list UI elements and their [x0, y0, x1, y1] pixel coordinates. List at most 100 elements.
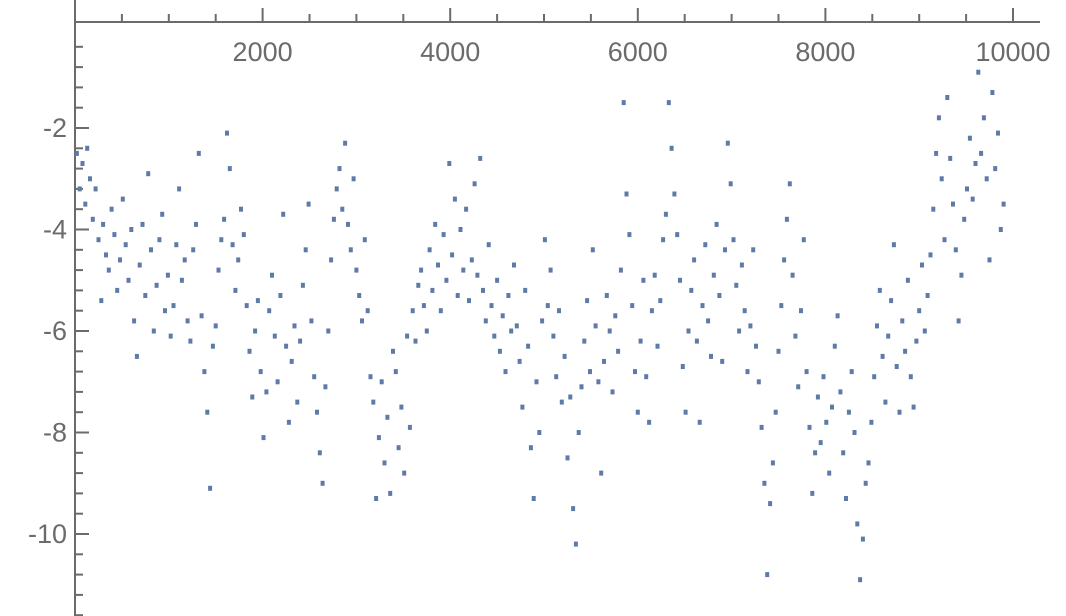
data-point	[391, 348, 395, 354]
data-point	[762, 480, 767, 486]
data-point	[284, 343, 289, 349]
data-point	[849, 369, 854, 375]
data-point	[607, 328, 612, 334]
data-point	[385, 414, 390, 420]
data-point	[168, 333, 173, 339]
data-point	[734, 282, 739, 288]
data-point	[889, 298, 894, 304]
data-point	[360, 318, 364, 324]
data-point	[953, 247, 958, 253]
data-point	[858, 577, 863, 583]
data-point	[452, 196, 457, 202]
data-point	[171, 303, 176, 309]
data-point	[914, 338, 919, 344]
y-tick-label: -8	[43, 418, 67, 448]
data-point	[261, 435, 266, 441]
data-point	[106, 267, 111, 273]
x-tick-label: 6000	[608, 37, 668, 67]
data-point	[74, 150, 79, 156]
data-point	[998, 227, 1003, 232]
data-point	[804, 369, 809, 375]
data-point	[447, 161, 452, 166]
data-point	[630, 303, 635, 309]
data-point	[320, 480, 325, 486]
data-point	[182, 257, 187, 263]
data-point	[616, 348, 621, 354]
data-point	[419, 267, 424, 273]
data-point	[709, 353, 713, 359]
data-point	[832, 343, 837, 349]
data-point	[441, 232, 446, 238]
data-point	[706, 318, 711, 324]
data-point	[312, 374, 317, 380]
data-point	[469, 257, 474, 263]
data-point	[588, 369, 592, 375]
data-point	[675, 232, 680, 238]
data-point	[922, 328, 927, 334]
data-point	[99, 298, 104, 304]
data-point	[438, 308, 443, 314]
y-minor-ticks	[75, 45, 89, 616]
data-point	[458, 227, 463, 232]
data-point	[582, 338, 587, 344]
data-point	[723, 247, 727, 253]
data-point	[405, 333, 410, 339]
data-point	[526, 343, 531, 349]
data-point	[495, 277, 500, 283]
data-point	[109, 206, 114, 212]
data-point	[247, 348, 252, 354]
data-point	[137, 262, 142, 268]
data-point	[754, 343, 758, 349]
data-point	[118, 257, 122, 263]
data-point	[877, 287, 882, 293]
data-point	[948, 155, 953, 161]
data-point	[295, 399, 300, 405]
data-point	[810, 490, 815, 496]
data-point	[838, 389, 843, 395]
data-point	[585, 298, 590, 304]
data-point	[965, 186, 969, 192]
data-point	[773, 409, 778, 415]
data-point	[188, 338, 193, 344]
data-point	[717, 293, 722, 298]
data-point	[497, 348, 502, 354]
data-point	[368, 374, 373, 380]
x-tick-label: 8000	[795, 37, 855, 67]
data-point	[278, 293, 283, 298]
data-point	[920, 262, 924, 268]
data-point	[551, 333, 556, 339]
data-point	[255, 298, 260, 304]
data-point	[216, 267, 221, 273]
data-point	[663, 211, 668, 217]
x-tick-label: 4000	[420, 37, 480, 67]
data-point	[264, 389, 269, 395]
data-point	[959, 272, 964, 278]
data-point	[123, 242, 128, 248]
data-point	[720, 358, 725, 364]
data-point	[346, 221, 350, 227]
data-point	[700, 303, 705, 309]
data-point	[976, 69, 981, 75]
data-point	[759, 424, 764, 430]
data-point	[936, 115, 941, 121]
data-point	[956, 318, 961, 324]
data-point	[472, 181, 477, 187]
data-point	[329, 257, 334, 263]
data-point	[841, 450, 846, 456]
data-point	[872, 374, 877, 380]
data-point	[686, 328, 691, 334]
data-point	[227, 166, 232, 172]
data-point	[692, 257, 697, 263]
data-point	[784, 216, 789, 222]
data-point	[506, 293, 511, 298]
data-point	[298, 338, 303, 344]
data-point	[618, 267, 623, 273]
data-point	[185, 318, 190, 324]
x-tick-label: 2000	[233, 37, 293, 67]
data-point	[120, 196, 125, 202]
data-point	[343, 140, 348, 146]
data-point	[303, 247, 308, 253]
data-point	[925, 293, 930, 298]
data-point	[177, 186, 182, 192]
data-point	[413, 338, 418, 344]
